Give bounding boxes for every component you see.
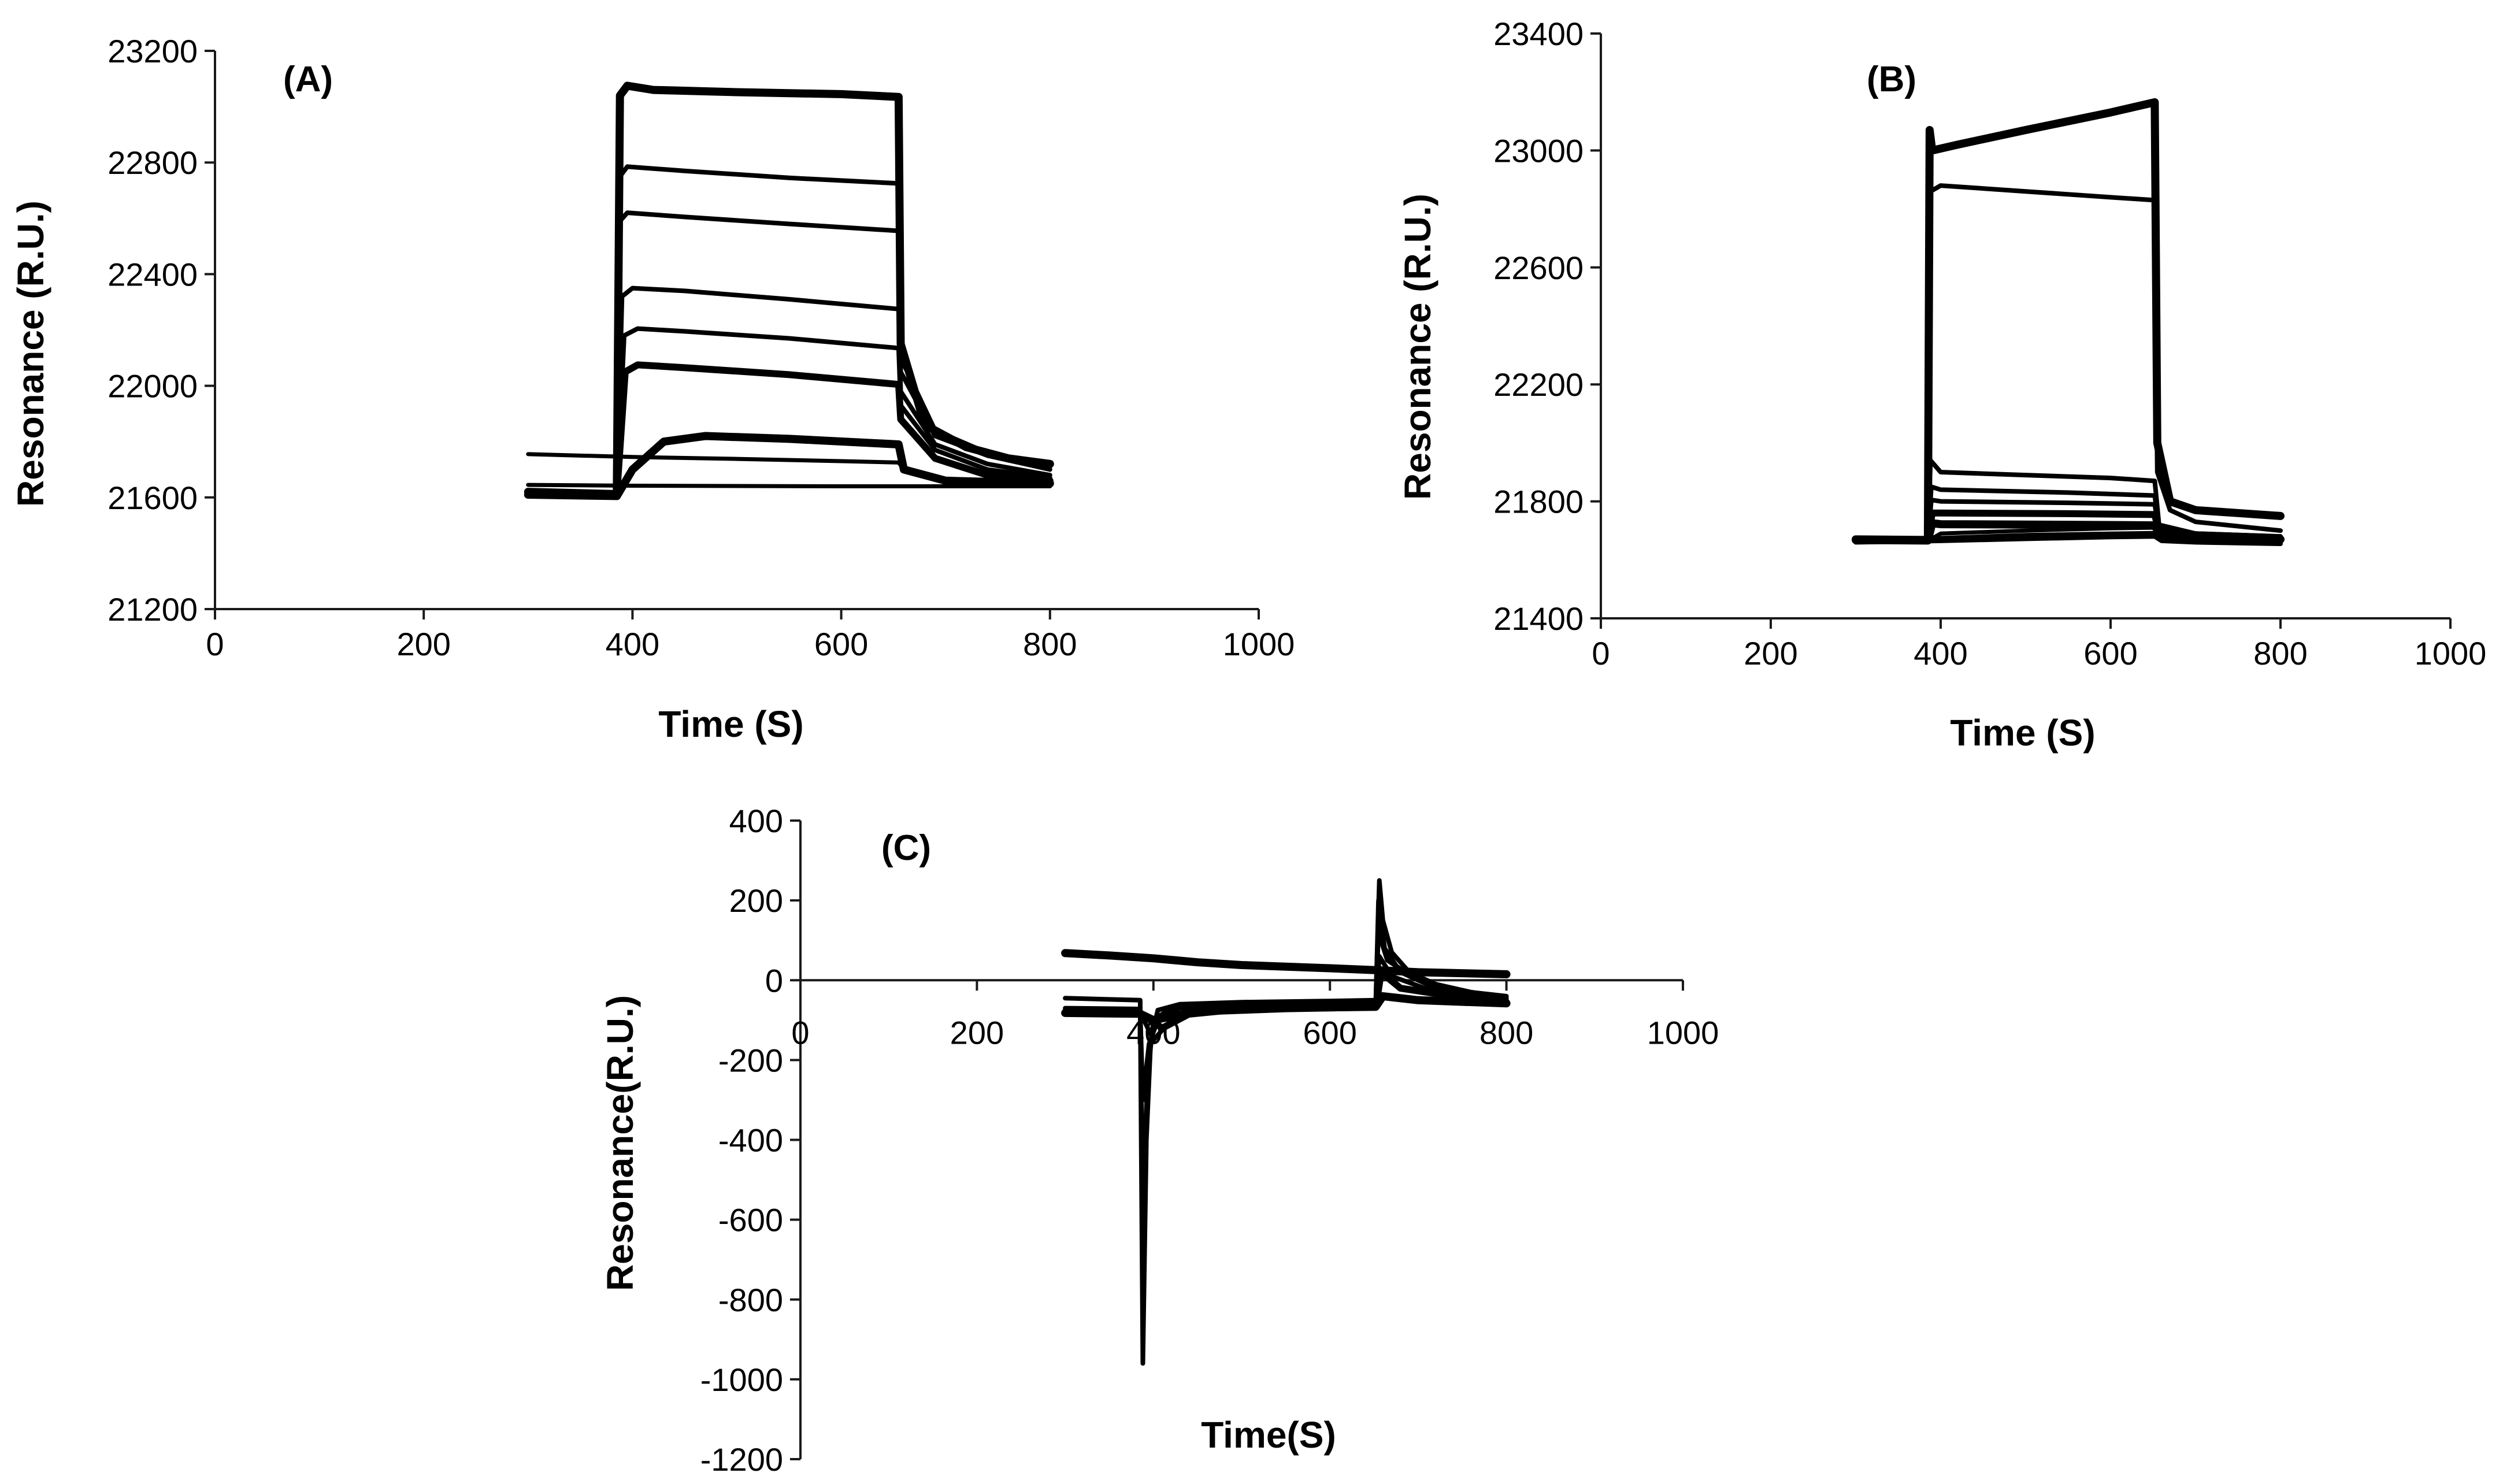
panel-b: (B) Time (S) Resonance (R.U.) 21400 21800… [1397, 16, 2486, 754]
panel-b-x-tick-label: 0 [1592, 635, 1610, 671]
panel-c-x-tick-label: 0 [791, 1014, 809, 1051]
panel-a-y-tick-label: 23200 [107, 33, 198, 69]
panel-a-y-axis-title: Resonance (R.U.) [10, 201, 51, 507]
panel-b-series-line-10 [1853, 534, 2283, 546]
panel-a-y-tick-label: 22400 [107, 256, 198, 292]
panel-a-series-line-3 [525, 210, 1052, 496]
panel-b-y-tick-label: 23000 [1493, 132, 1584, 169]
panel-b-x-tick-label: 600 [2083, 635, 2137, 671]
panel-a-x-tick-label: 1000 [1223, 626, 1295, 662]
panel-a-y-tick-label: 21600 [107, 480, 198, 516]
panel-a-y-tick-label: 21200 [107, 591, 198, 628]
panel-a-series-line-9 [526, 483, 1052, 488]
panel-c-y-tick-label: -800 [718, 1282, 783, 1318]
panel-c-x-tick-label: 1000 [1647, 1014, 1719, 1051]
panel-c-y-axis-title: Resonance(R.U.) [599, 995, 641, 1291]
panel-b-y-tick-label: 21800 [1493, 484, 1584, 520]
panel-b-x-tick-label: 800 [2253, 635, 2307, 671]
panel-a-x-tick-label: 0 [206, 626, 224, 662]
panel-c-y-tick-label: 400 [729, 803, 783, 839]
panel-a-series-line-8 [526, 452, 1052, 486]
panel-c-series-line-7 [1061, 992, 1511, 1025]
panel-c-y-tick-label: 0 [765, 962, 783, 999]
panel-a-series-line-6 [524, 361, 1054, 498]
panel-c-series-line-3 [1063, 898, 1509, 1222]
panel-a-series-line-4 [525, 285, 1052, 496]
panel-a-x-tick-label: 600 [814, 626, 868, 662]
panel-c: (C) Time(S) Resonance(R.U.) -1200 -1000 -8… [599, 803, 1719, 1478]
panel-b-y-tick-label: 23400 [1493, 16, 1584, 52]
panel-a-x-tick-label: 800 [1023, 626, 1077, 662]
panel-c-label: (C) [881, 828, 931, 868]
panel-b-series-line-1 [1852, 98, 2285, 544]
panel-b-x-tick-label: 1000 [2415, 635, 2487, 671]
panel-b-y-tick-label: 22600 [1493, 250, 1584, 286]
panel-c-y-tick-label: -600 [718, 1202, 783, 1238]
panel-b-series-line-2 [1853, 183, 2283, 543]
panel-a-series-line-2 [525, 164, 1052, 496]
panel-c-series-line-1 [1061, 949, 1511, 978]
panel-c-y-tick-label: -200 [718, 1042, 783, 1078]
panel-c-y-tick-label: -1000 [700, 1361, 783, 1398]
panel-c-x-axis-title: Time(S) [1201, 1414, 1336, 1456]
panel-b-x-axis-title: Time (S) [1950, 712, 2095, 754]
panel-c-y-tick-label: -1200 [700, 1441, 783, 1478]
panel-a-series-line-1 [524, 81, 1054, 498]
panel-a-y-tick-label: 22000 [107, 368, 198, 405]
panel-a-x-tick-label: 200 [396, 626, 450, 662]
panel-b-x-tick-label: 400 [1914, 635, 1967, 671]
panel-a-x-tick-label: 400 [606, 626, 659, 662]
panel-b-y-tick-label: 21400 [1493, 600, 1584, 637]
panel-b-label: (B) [1867, 60, 1916, 99]
panel-c-x-tick-label: 200 [950, 1014, 1004, 1051]
panel-b-x-tick-label: 200 [1744, 635, 1797, 671]
panel-b-y-axis-title: Resonance (R.U.) [1397, 194, 1438, 500]
panel-c-x-tick-label: 800 [1479, 1014, 1533, 1051]
panel-b-y-tick-label: 22200 [1493, 366, 1584, 403]
panel-c-x-tick-label: 600 [1303, 1014, 1356, 1051]
panel-c-y-tick-label: -400 [718, 1122, 783, 1159]
panel-a: (A) Time (S) Resonance (R.U.) 21200 21600… [10, 33, 1295, 745]
panel-c-y-tick-label: 200 [729, 882, 783, 919]
panel-a-y-tick-label: 22800 [107, 144, 198, 181]
panel-a-label: (A) [283, 60, 333, 99]
panel-a-x-axis-title: Time (S) [658, 703, 803, 745]
